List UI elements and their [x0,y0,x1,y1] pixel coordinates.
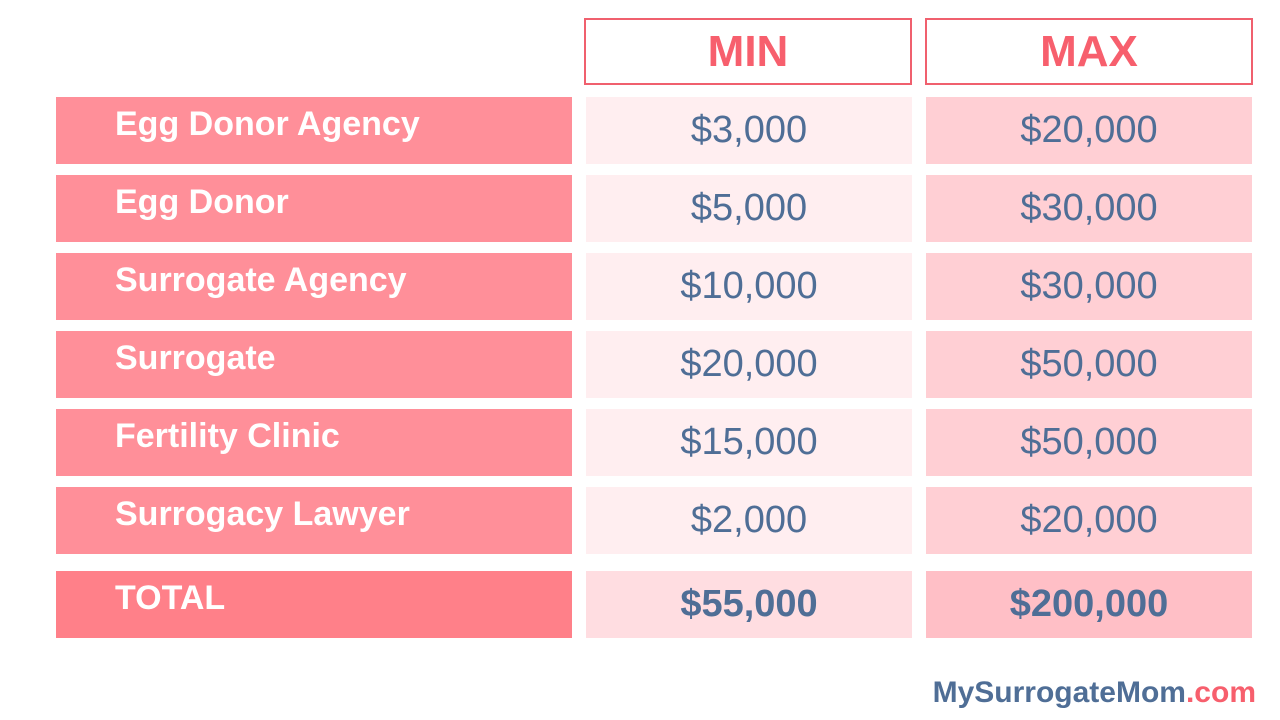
max-value: $20,000 [926,97,1252,164]
logo-name: MySurrogateMom [932,676,1186,709]
row-label: Surrogacy Lawyer [56,487,572,554]
min-header: MIN [584,18,912,85]
min-value: $3,000 [586,97,912,164]
total-min-value: $55,000 [586,571,912,638]
min-value: $2,000 [586,487,912,554]
max-header: MAX [925,18,1253,85]
row-label: Egg Donor [56,175,572,242]
max-value: $30,000 [926,253,1252,320]
total-max-value: $200,000 [926,571,1252,638]
min-value: $5,000 [586,175,912,242]
row-label: Surrogate Agency [56,253,572,320]
max-value: $50,000 [926,331,1252,398]
max-value: $20,000 [926,487,1252,554]
max-value: $50,000 [926,409,1252,476]
row-label: Fertility Clinic [56,409,572,476]
min-value: $20,000 [586,331,912,398]
min-value: $15,000 [586,409,912,476]
max-value: $30,000 [926,175,1252,242]
row-label: Egg Donor Agency [56,97,572,164]
min-value: $10,000 [586,253,912,320]
logo-tld: .com [1185,676,1256,709]
total-label: TOTAL [56,571,572,638]
row-label: Surrogate [56,331,572,398]
logo: MySurrogateMom.com [933,676,1256,710]
